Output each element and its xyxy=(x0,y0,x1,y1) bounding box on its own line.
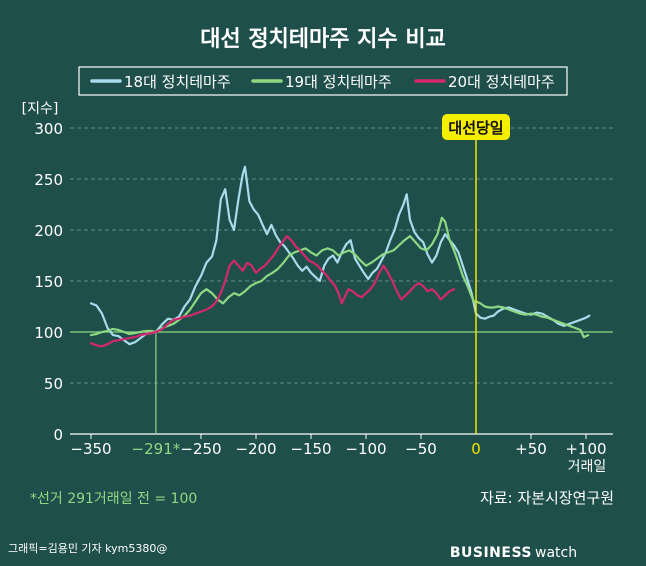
brand-logo: BUSINESS watch xyxy=(450,545,577,561)
legend-label-3: 20대 정치테마주 xyxy=(448,73,555,91)
election-day-badge xyxy=(442,114,510,140)
legend-label-2: 19대 정치테마주 xyxy=(285,73,392,91)
y-tick-label: 150 xyxy=(34,273,63,291)
x-tick-label: +100 xyxy=(565,440,606,458)
series-lines xyxy=(89,165,591,348)
chart-title: 대선 정치테마주 지수 비교 xyxy=(200,27,446,52)
source-note: 자료: 자본시장연구원 xyxy=(480,489,614,507)
credit-text: 그래픽=김용민 기자 kym5380@ xyxy=(8,542,167,555)
series-line-3 xyxy=(89,235,456,348)
legend-label-1: 18대 정치테마주 xyxy=(124,73,231,91)
x-tick-labels: −350 −291* −250 −200 −150 −100 −50 0 +50 +100 xyxy=(70,434,607,458)
x-tick-label: −50 xyxy=(405,440,437,458)
y-tick-label: 200 xyxy=(34,222,63,240)
y-axis-label: [지수] xyxy=(22,101,59,117)
brand-sub: watch xyxy=(535,545,577,561)
y-tick-label: 50 xyxy=(44,375,63,393)
y-tick-label: 250 xyxy=(34,171,63,189)
x-tick-label: −100 xyxy=(345,440,386,458)
legend-frame xyxy=(78,66,568,96)
brand-main: BUSINESS xyxy=(450,545,532,561)
x-tick-label: −350 xyxy=(70,440,111,458)
gridlines xyxy=(70,127,613,435)
footnote: *선거 291거래일 전 = 100 xyxy=(30,491,197,507)
election-day-label: 대선당일 xyxy=(448,119,503,137)
series-line-1 xyxy=(89,165,591,346)
x-tick-label: −250 xyxy=(180,440,221,458)
x-tick-label: −291* xyxy=(132,440,181,458)
x-axis-label: 거래일 xyxy=(568,459,607,475)
y-tick-label: 0 xyxy=(53,426,63,444)
x-tick-label: +50 xyxy=(515,440,547,458)
y-tick-label: 300 xyxy=(34,120,63,138)
x-tick-label: −150 xyxy=(290,440,331,458)
x-tick-label: −200 xyxy=(235,440,276,458)
y-tick-label: 100 xyxy=(34,324,63,342)
y-tick-labels: 0 50 100 150 200 250 300 xyxy=(34,120,63,444)
legend: 18대 정치테마주 19대 정치테마주 20대 정치테마주 xyxy=(78,66,568,96)
election-day-marker: 대선당일 xyxy=(442,114,510,434)
x-tick-label: 0 xyxy=(471,440,481,458)
series-line-2 xyxy=(89,216,590,339)
